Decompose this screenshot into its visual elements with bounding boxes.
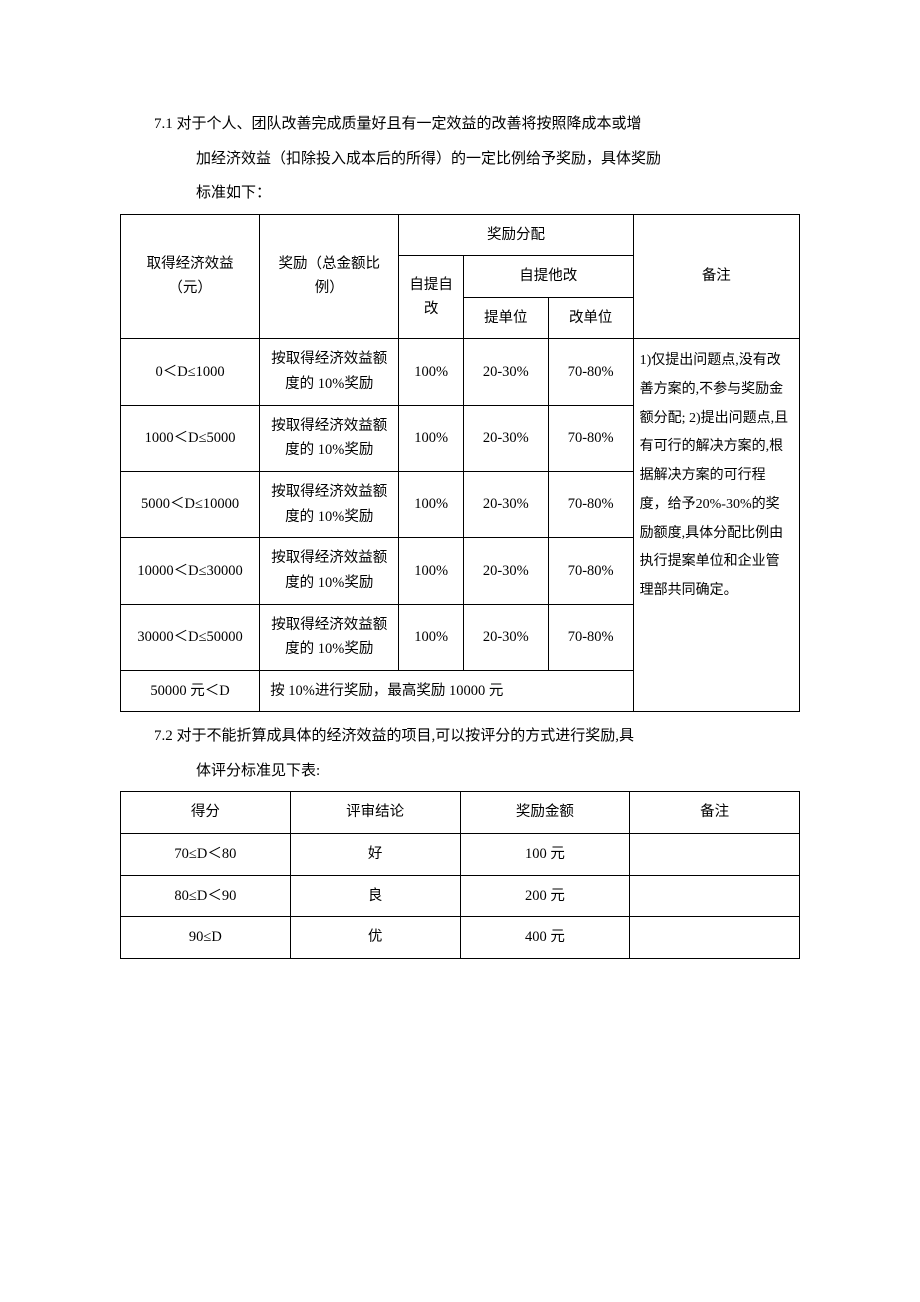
paragraph-7-1-line3: 标准如下： (120, 179, 800, 208)
th-conclusion: 评审结论 (290, 792, 460, 834)
cell-last-range: 50000 元＜D (121, 670, 260, 712)
cell-range: 30000＜D≤50000 (121, 604, 260, 670)
paragraph-7-2-line1: 7.2 对于不能折算成具体的经济效益的项目,可以按评分的方式进行奖励,具 (120, 722, 800, 751)
cell-range: 0＜D≤1000 (121, 339, 260, 405)
paragraph-7-1-line2: 加经济效益（扣除投入成本后的所得）的一定比例给予奖励，具体奖励 (120, 145, 800, 174)
th-benefit-l1: 取得经济效益 (147, 256, 234, 272)
cell-reward: 按取得经济效益额度的 10%奖励 (260, 604, 399, 670)
cell-last-merged: 按 10%进行奖励，最高奖励 10000 元 (260, 670, 633, 712)
cell-change: 70-80% (548, 538, 633, 604)
cell-notes2 (630, 875, 800, 917)
table2-row: 90≤D 优 400 元 (121, 917, 800, 959)
cell-self: 100% (399, 471, 464, 537)
th-amount: 奖励金额 (460, 792, 630, 834)
table2-row: 70≤D＜80 好 100 元 (121, 834, 800, 876)
cell-score: 70≤D＜80 (121, 834, 291, 876)
cell-conclusion: 良 (290, 875, 460, 917)
cell-notes: 1)仅提出问题点,没有改善方案的,不参与奖励金额分配; 2)提出问题点,且有可行… (633, 339, 799, 712)
document-page: 7.1 对于个人、团队改善完成质量好且有一定效益的改善将按照降成本或增 加经济效… (0, 0, 920, 1029)
cell-conclusion: 优 (290, 917, 460, 959)
cell-score: 80≤D＜90 (121, 875, 291, 917)
th-change-unit: 改单位 (548, 297, 633, 339)
cell-change: 70-80% (548, 471, 633, 537)
cell-propose: 20-30% (463, 538, 548, 604)
th-benefit-l2: （元） (168, 280, 212, 296)
cell-self: 100% (399, 405, 464, 471)
th-other: 自提他改 (463, 256, 633, 298)
cell-range: 1000＜D≤5000 (121, 405, 260, 471)
cell-amount: 100 元 (460, 834, 630, 876)
paragraph-7-1-line1: 7.1 对于个人、团队改善完成质量好且有一定效益的改善将按照降成本或增 (120, 110, 800, 139)
cell-notes2 (630, 917, 800, 959)
th-reward-ratio-l2: 例） (315, 280, 344, 296)
cell-change: 70-80% (548, 405, 633, 471)
cell-self: 100% (399, 604, 464, 670)
th-self: 自提自 改 (399, 256, 464, 339)
cell-amount: 400 元 (460, 917, 630, 959)
th-self-l2: 改 (424, 301, 439, 317)
cell-propose: 20-30% (463, 471, 548, 537)
cell-self: 100% (399, 339, 464, 405)
th-notes2: 备注 (630, 792, 800, 834)
cell-notes2 (630, 834, 800, 876)
th-self-l1: 自提自 (409, 277, 453, 293)
table1-row: 0＜D≤1000 按取得经济效益额度的 10%奖励 100% 20-30% 70… (121, 339, 800, 405)
th-reward-ratio-l1: 奖励（总金额比 (279, 256, 381, 272)
th-propose-unit: 提单位 (463, 297, 548, 339)
th-benefit: 取得经济效益 （元） (121, 214, 260, 339)
cell-conclusion: 好 (290, 834, 460, 876)
cell-score: 90≤D (121, 917, 291, 959)
cell-amount: 200 元 (460, 875, 630, 917)
cell-reward: 按取得经济效益额度的 10%奖励 (260, 405, 399, 471)
table1-header-row1: 取得经济效益 （元） 奖励（总金额比 例） 奖励分配 备注 (121, 214, 800, 256)
cell-reward: 按取得经济效益额度的 10%奖励 (260, 339, 399, 405)
cell-reward: 按取得经济效益额度的 10%奖励 (260, 538, 399, 604)
cell-change: 70-80% (548, 339, 633, 405)
th-notes: 备注 (633, 214, 799, 339)
th-score: 得分 (121, 792, 291, 834)
paragraph-7-2-line2: 体评分标准见下表: (120, 757, 800, 786)
cell-range: 10000＜D≤30000 (121, 538, 260, 604)
cell-propose: 20-30% (463, 604, 548, 670)
cell-propose: 20-30% (463, 339, 548, 405)
reward-table-2: 得分 评审结论 奖励金额 备注 70≤D＜80 好 100 元 80≤D＜90 … (120, 791, 800, 959)
cell-propose: 20-30% (463, 405, 548, 471)
reward-table-1: 取得经济效益 （元） 奖励（总金额比 例） 奖励分配 备注 自提自 改 自提他改… (120, 214, 800, 713)
cell-range: 5000＜D≤10000 (121, 471, 260, 537)
th-dist: 奖励分配 (399, 214, 633, 256)
table2-header-row: 得分 评审结论 奖励金额 备注 (121, 792, 800, 834)
cell-reward: 按取得经济效益额度的 10%奖励 (260, 471, 399, 537)
table2-row: 80≤D＜90 良 200 元 (121, 875, 800, 917)
cell-change: 70-80% (548, 604, 633, 670)
cell-self: 100% (399, 538, 464, 604)
th-reward-ratio: 奖励（总金额比 例） (260, 214, 399, 339)
